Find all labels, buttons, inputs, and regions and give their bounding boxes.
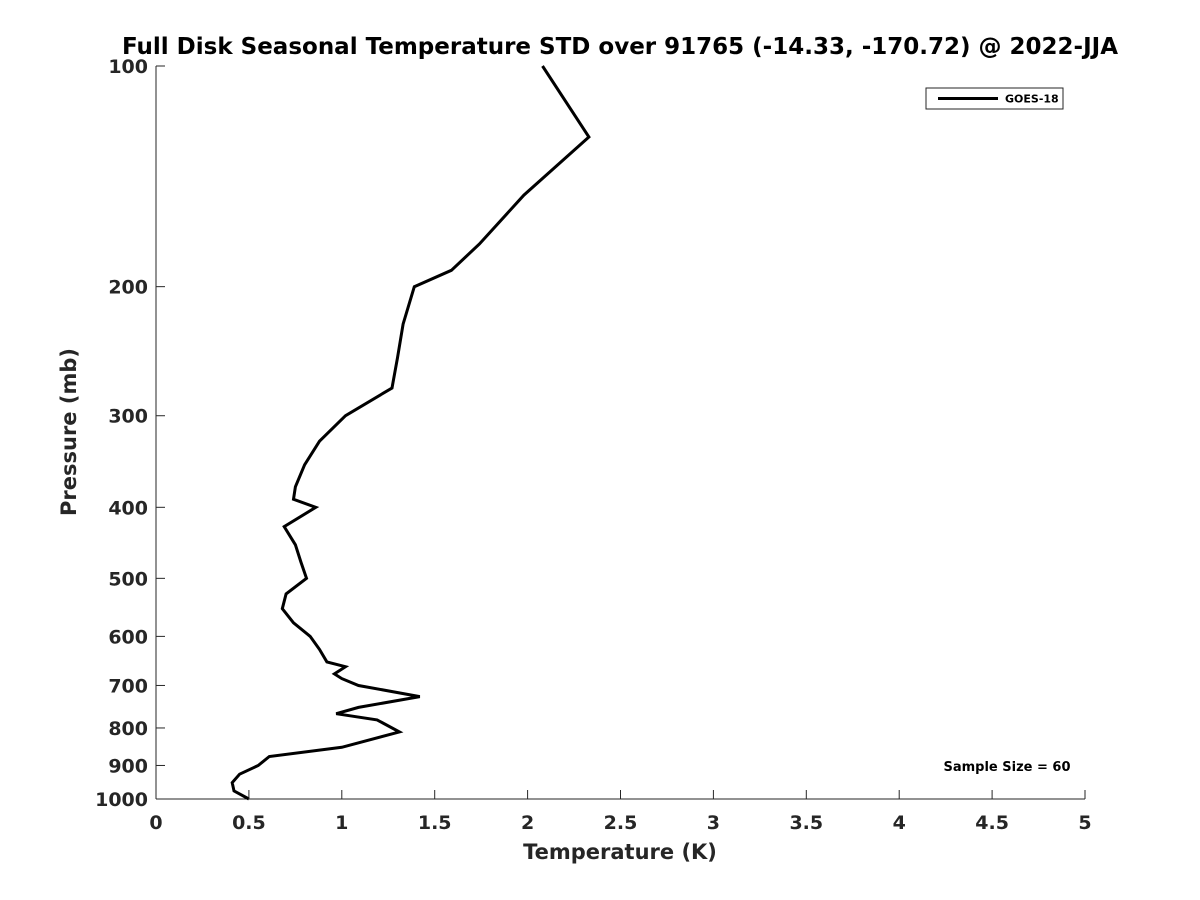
legend-label-goes-18: GOES-18 bbox=[1005, 93, 1059, 106]
y-tick-label: 400 bbox=[108, 497, 148, 519]
chart-title: Full Disk Seasonal Temperature STD over … bbox=[122, 34, 1118, 60]
x-axis: 0 0.5 1 1.5 2 2.5 3 3.5 4 4.5 5 bbox=[149, 790, 1092, 834]
plot-area bbox=[155, 65, 1085, 801]
x-tick-label: 2 bbox=[521, 812, 534, 834]
x-tick-label: 1 bbox=[335, 812, 348, 834]
x-tick-label: 4 bbox=[893, 812, 906, 834]
x-tick-label: 0 bbox=[149, 812, 162, 834]
legend: GOES-18 bbox=[925, 87, 1064, 110]
y-tick-label: 1000 bbox=[95, 789, 148, 811]
x-tick-label: 3.5 bbox=[789, 812, 823, 834]
y-tick-label: 700 bbox=[108, 675, 148, 697]
x-tick-label: 1.5 bbox=[418, 812, 452, 834]
sample-size-annotation: Sample Size = 60 bbox=[943, 760, 1070, 775]
x-tick-label: 3 bbox=[707, 812, 720, 834]
y-tick-label: 300 bbox=[108, 406, 148, 428]
x-axis-label: Temperature (K) bbox=[523, 840, 717, 864]
y-tick-label: 900 bbox=[108, 755, 148, 777]
y-tick-label: 100 bbox=[108, 56, 148, 78]
y-tick-label: 500 bbox=[108, 568, 148, 590]
y-tick-label: 800 bbox=[108, 718, 148, 740]
x-tick-label: 2.5 bbox=[604, 812, 638, 834]
x-tick-label: 5 bbox=[1078, 812, 1091, 834]
x-tick-label: 4.5 bbox=[975, 812, 1009, 834]
x-tick-label: 0.5 bbox=[232, 812, 266, 834]
y-tick-label: 200 bbox=[108, 277, 148, 299]
y-axis: 100 200 300 400 500 600 700 800 900 1000 bbox=[95, 56, 165, 811]
y-tick-label: 600 bbox=[108, 626, 148, 648]
y-axis-label: Pressure (mb) bbox=[57, 348, 81, 516]
series-line-goes-18 bbox=[230, 65, 591, 801]
